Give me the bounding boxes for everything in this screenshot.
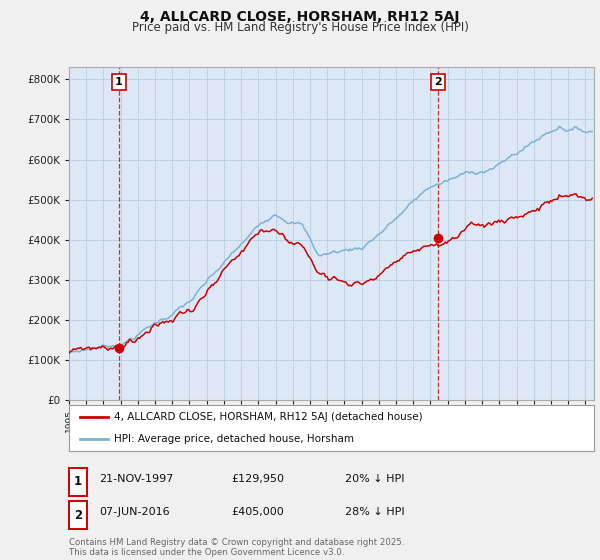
- Text: 2: 2: [434, 77, 442, 87]
- Text: 4, ALLCARD CLOSE, HORSHAM, RH12 5AJ (detached house): 4, ALLCARD CLOSE, HORSHAM, RH12 5AJ (det…: [113, 412, 422, 422]
- Text: Contains HM Land Registry data © Crown copyright and database right 2025.
This d: Contains HM Land Registry data © Crown c…: [69, 538, 404, 557]
- Text: 07-JUN-2016: 07-JUN-2016: [99, 507, 170, 517]
- Text: Price paid vs. HM Land Registry's House Price Index (HPI): Price paid vs. HM Land Registry's House …: [131, 21, 469, 34]
- Text: 28% ↓ HPI: 28% ↓ HPI: [345, 507, 404, 517]
- Text: 20% ↓ HPI: 20% ↓ HPI: [345, 474, 404, 484]
- Text: 4, ALLCARD CLOSE, HORSHAM, RH12 5AJ: 4, ALLCARD CLOSE, HORSHAM, RH12 5AJ: [140, 10, 460, 24]
- Text: 21-NOV-1997: 21-NOV-1997: [99, 474, 173, 484]
- Text: 1: 1: [115, 77, 123, 87]
- Text: £405,000: £405,000: [231, 507, 284, 517]
- Text: HPI: Average price, detached house, Horsham: HPI: Average price, detached house, Hors…: [113, 435, 353, 444]
- Text: 2: 2: [74, 508, 82, 522]
- Text: £129,950: £129,950: [231, 474, 284, 484]
- Text: 1: 1: [74, 475, 82, 488]
